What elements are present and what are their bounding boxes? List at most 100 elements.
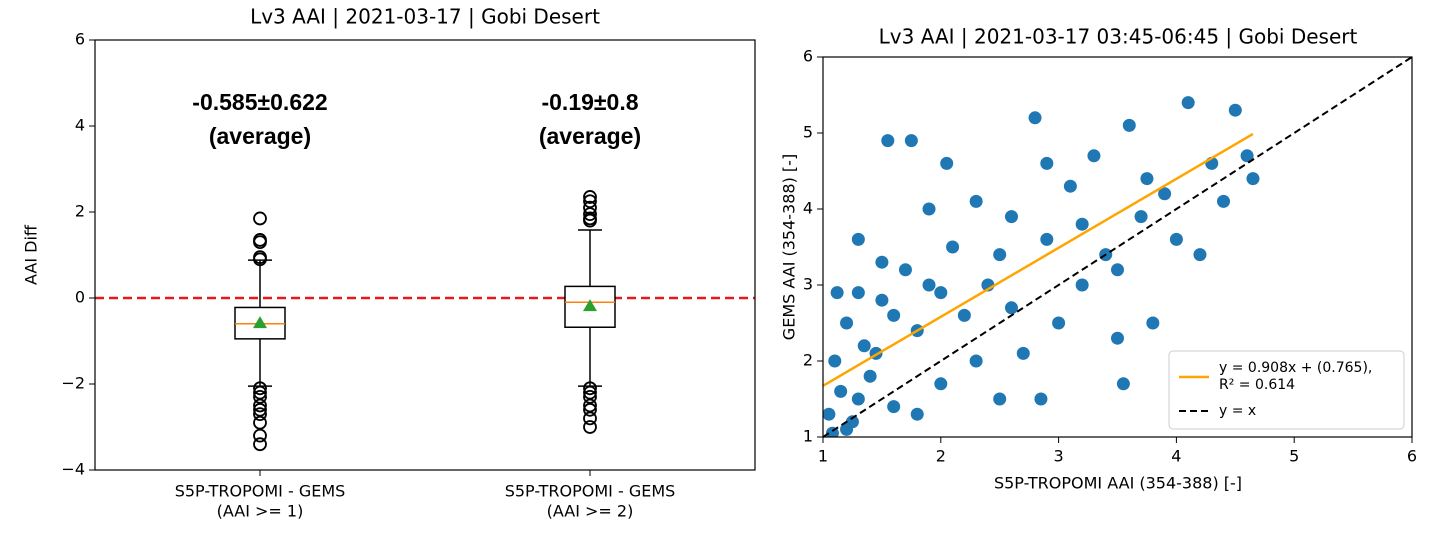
- point: [840, 422, 854, 436]
- point: [1217, 194, 1231, 208]
- point: [1040, 232, 1054, 246]
- outlier: [583, 207, 597, 222]
- y-tick-label: 2: [75, 202, 85, 221]
- point: [922, 202, 936, 216]
- point: [1134, 210, 1148, 224]
- x-tick-label: S5P-TROPOMI - GEMS: [505, 482, 676, 501]
- point: [1158, 187, 1172, 201]
- outlier: [253, 211, 267, 226]
- outlier: [253, 235, 267, 250]
- point: [1111, 331, 1124, 345]
- y-tick-label: 2: [803, 351, 813, 370]
- outlier: [253, 398, 267, 413]
- point: [863, 369, 877, 383]
- point: [1075, 217, 1089, 231]
- point: [910, 407, 924, 421]
- point: [1040, 156, 1054, 170]
- point: [946, 240, 960, 254]
- y-label: GEMS AAI (354-388) [-]: [780, 154, 799, 340]
- scatter-title: Lv3 AAI | 2021-03-17 03:45-06:45 | Gobi …: [879, 25, 1358, 49]
- x-tick-label: 1: [818, 447, 828, 466]
- point: [851, 232, 865, 246]
- point: [840, 316, 854, 330]
- y-tick-label: 0: [75, 288, 85, 307]
- x-tick-label: (AAI >= 1): [217, 502, 304, 521]
- y-tick-label: 3: [803, 275, 813, 294]
- point: [1122, 118, 1136, 132]
- point: [934, 377, 948, 391]
- x-tick-label: 3: [1054, 447, 1064, 466]
- annotation: (average): [539, 123, 641, 149]
- outlier: [253, 415, 267, 430]
- annotation: -0.19±0.8: [541, 89, 638, 115]
- outlier: [583, 411, 597, 426]
- legend-label: R² = 0.614: [1219, 377, 1295, 393]
- point: [887, 308, 901, 322]
- axes-frame: [94, 39, 756, 471]
- x-label: S5P-TROPOMI AAI (354-388) [-]: [994, 474, 1242, 493]
- y-tick-label: 4: [803, 199, 813, 218]
- point: [1052, 316, 1066, 330]
- point: [1034, 392, 1048, 406]
- point: [1116, 377, 1130, 391]
- point: [922, 278, 936, 292]
- point: [1240, 149, 1254, 163]
- mean-marker: [253, 316, 267, 329]
- x-tick-label: 5: [1289, 447, 1299, 466]
- point: [1146, 316, 1160, 330]
- outlier: [253, 407, 267, 422]
- point: [857, 339, 871, 353]
- point: [828, 354, 842, 368]
- x-tick-label: S5P-TROPOMI - GEMS: [175, 482, 346, 501]
- annotation: -0.585±0.622: [192, 89, 327, 115]
- point: [934, 286, 948, 300]
- point: [1246, 172, 1260, 186]
- legend-label: y = 0.908x + (0.765),: [1219, 360, 1372, 376]
- x-tick-label: 4: [1171, 447, 1181, 466]
- point: [1075, 278, 1089, 292]
- outlier: [583, 200, 597, 215]
- y-tick-label: 5: [803, 123, 813, 142]
- point: [1028, 111, 1042, 125]
- annotation: (average): [209, 123, 311, 149]
- outlier: [583, 420, 597, 434]
- y-tick-label: 6: [75, 30, 85, 49]
- y-tick-label: −4: [61, 460, 85, 479]
- x-tick-label: 6: [1407, 447, 1417, 466]
- point: [1140, 172, 1154, 186]
- y-tick-label: 6: [803, 47, 813, 66]
- outlier: [583, 402, 597, 417]
- point: [830, 286, 844, 300]
- point: [1181, 96, 1195, 110]
- outlier: [583, 381, 597, 396]
- point: [969, 354, 983, 368]
- point: [904, 134, 918, 148]
- point: [969, 194, 983, 208]
- point: [851, 392, 865, 406]
- point: [1016, 346, 1030, 360]
- point: [993, 248, 1007, 262]
- point: [1063, 179, 1077, 193]
- point: [993, 392, 1007, 406]
- point: [881, 134, 895, 148]
- point: [940, 156, 954, 170]
- box-title: Lv3 AAI | 2021-03-17 | Gobi Desert: [250, 5, 600, 29]
- outlier: [253, 381, 267, 396]
- outlier: [253, 402, 267, 417]
- x-tick-label: (AAI >= 2): [547, 502, 634, 521]
- point: [1111, 263, 1124, 277]
- point: [898, 263, 912, 277]
- point: [875, 255, 889, 269]
- y-tick-label: 1: [803, 427, 813, 446]
- point: [851, 286, 865, 300]
- point: [1087, 149, 1101, 163]
- point: [1228, 103, 1242, 117]
- legend-label: y = x: [1219, 403, 1256, 419]
- outlier: [253, 428, 267, 443]
- point: [1169, 232, 1183, 246]
- outlier: [583, 190, 597, 204]
- outlier: [583, 213, 597, 228]
- outlier: [253, 252, 267, 267]
- legend-box: [1168, 350, 1405, 430]
